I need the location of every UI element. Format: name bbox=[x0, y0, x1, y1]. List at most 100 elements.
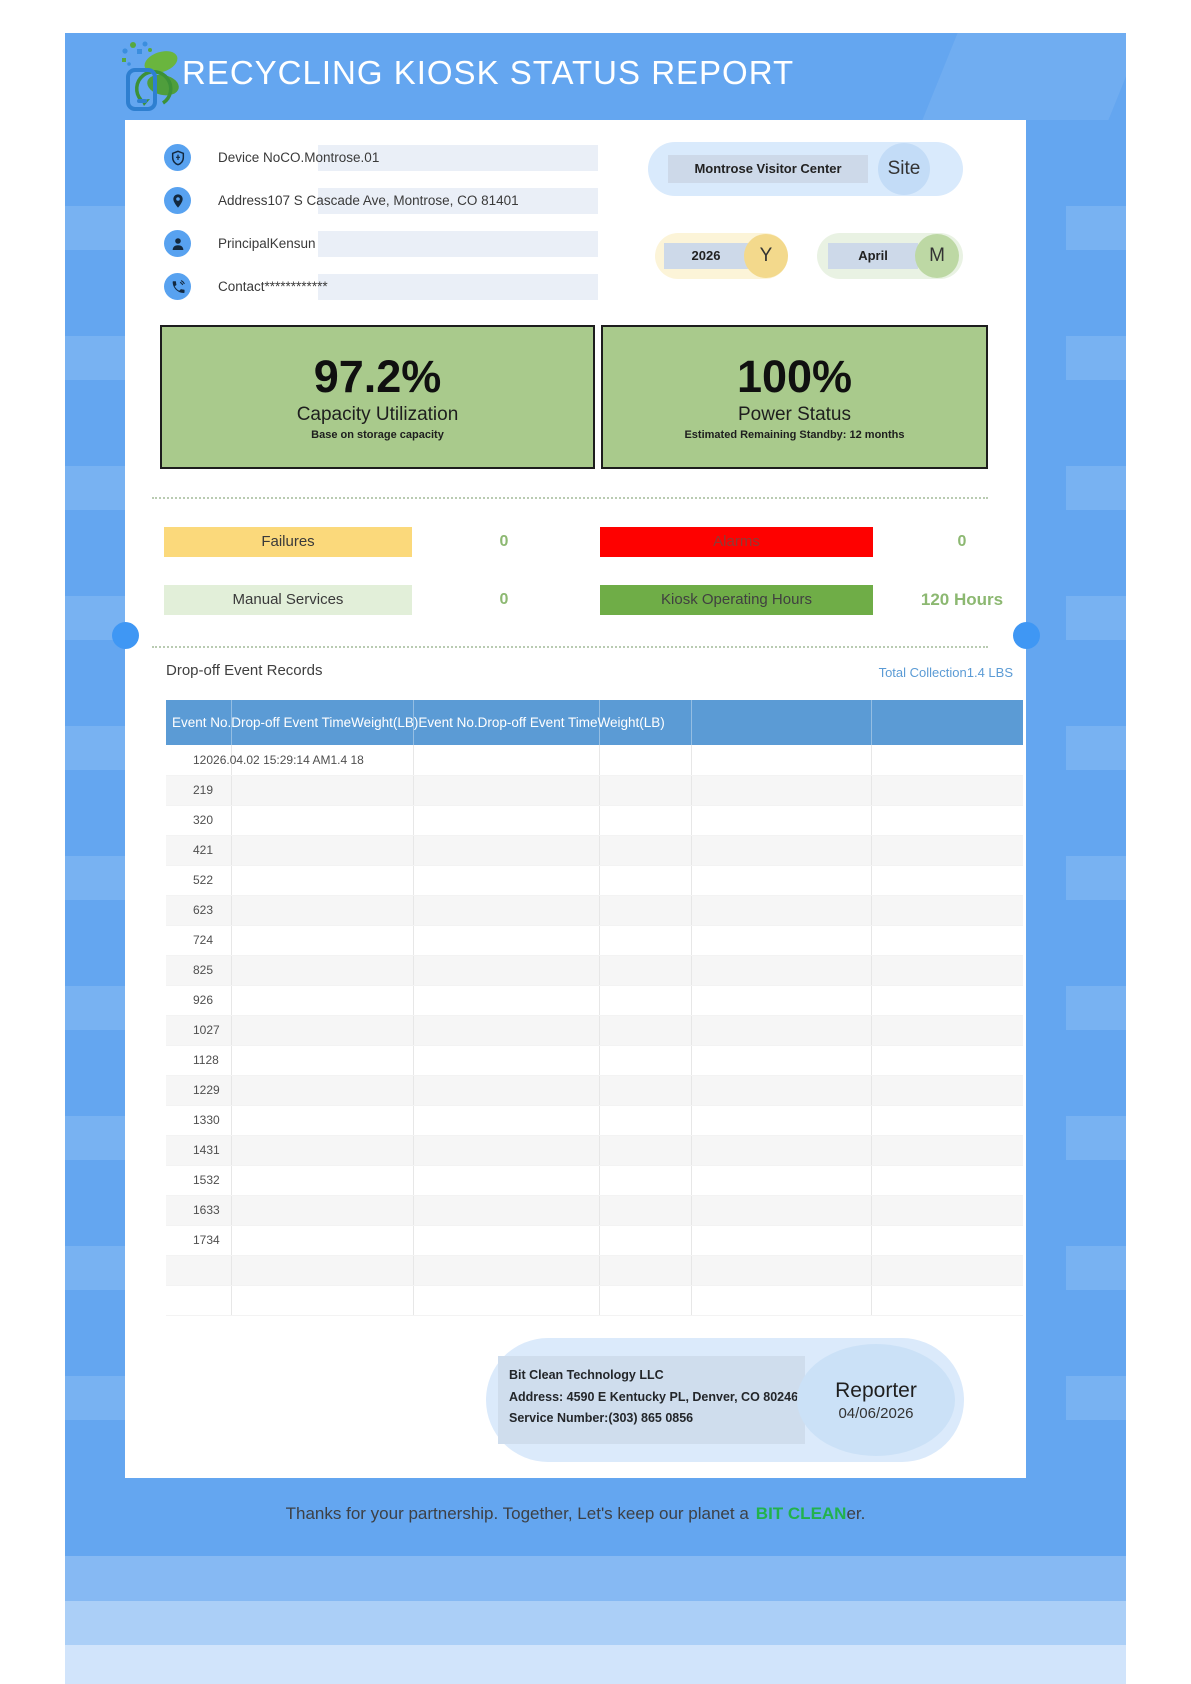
table-row bbox=[166, 1285, 1023, 1316]
table-row: 1128 bbox=[166, 1045, 1023, 1076]
col-weight-2: Weight(LB) bbox=[597, 715, 665, 730]
weight-cell bbox=[413, 1165, 600, 1196]
event-cell-text: 623 bbox=[193, 903, 214, 917]
device-no-field bbox=[318, 145, 598, 171]
power-label: Power Status bbox=[738, 404, 851, 426]
contact-text: Contact************ bbox=[218, 272, 328, 301]
event-cell-text: 926 bbox=[193, 993, 214, 1007]
device-no-label: Device No bbox=[218, 150, 281, 165]
year-value: 2026 bbox=[664, 243, 748, 269]
table-row: 623 bbox=[166, 895, 1023, 926]
event-cell-text: 219 bbox=[193, 783, 214, 797]
time-cell bbox=[231, 955, 414, 986]
time-cell bbox=[231, 1195, 414, 1226]
time-cell bbox=[231, 1075, 414, 1106]
time-cell bbox=[231, 1255, 414, 1286]
weight-cell-2 bbox=[871, 1165, 1023, 1196]
weight-cell-2 bbox=[871, 835, 1023, 866]
weight-cell bbox=[413, 1225, 600, 1256]
report-date: 04/06/2026 bbox=[838, 1404, 914, 1422]
principal-field bbox=[318, 231, 598, 257]
device-no-value: CO.Montrose.01 bbox=[280, 150, 380, 165]
weight-cell-2 bbox=[871, 1045, 1023, 1076]
contact-value: ************ bbox=[264, 279, 328, 294]
frame-decoration bbox=[922, 33, 1144, 120]
time-cell-2 bbox=[691, 805, 872, 836]
table-row: 1330 bbox=[166, 1105, 1023, 1136]
weight-cell bbox=[413, 955, 600, 986]
weight-cell-2 bbox=[871, 865, 1023, 896]
event-cell: 1431 bbox=[166, 1135, 232, 1166]
frame-decoration bbox=[65, 1601, 1126, 1645]
event-cell-2 bbox=[599, 1165, 692, 1196]
event-cell-text: 724 bbox=[193, 933, 214, 947]
operating-hours-value: 120 Hours bbox=[920, 590, 1004, 609]
time-cell-2 bbox=[691, 895, 872, 926]
month-value: April bbox=[828, 243, 918, 269]
drop-off-table: Event No.Drop-off Event TimeWeight(LB)Ev… bbox=[166, 700, 1023, 1316]
capacity-label: Capacity Utilization bbox=[296, 404, 459, 426]
weight-cell bbox=[413, 895, 600, 926]
event-cell: 1229 bbox=[166, 1075, 232, 1106]
weight-cell-2 bbox=[871, 1225, 1023, 1256]
table-row: 1027 bbox=[166, 1015, 1023, 1046]
thanks-prefix: Thanks for your partnership. Together, L… bbox=[285, 1504, 749, 1523]
principal-value: Kensun bbox=[269, 236, 316, 251]
phone-icon bbox=[164, 273, 191, 300]
principal-label: Principal bbox=[218, 236, 270, 251]
event-cell-2 bbox=[599, 1105, 692, 1136]
event-cell-text: 1734 bbox=[193, 1233, 220, 1247]
thanks-suffix: er. bbox=[846, 1504, 866, 1523]
event-cell-2 bbox=[599, 955, 692, 986]
time-cell-2 bbox=[691, 835, 872, 866]
site-name: Montrose Visitor Center bbox=[668, 155, 868, 183]
time-cell-2 bbox=[691, 775, 872, 806]
event-cell-text: 320 bbox=[193, 813, 214, 827]
time-cell-2 bbox=[691, 1195, 872, 1226]
device-no-text: Device NoCO.Montrose.01 bbox=[218, 143, 379, 172]
contact-field bbox=[318, 274, 598, 300]
company-address: Address: 4590 E Kentucky PL, Denver, CO … bbox=[509, 1389, 799, 1404]
time-cell bbox=[231, 985, 414, 1016]
address-field bbox=[318, 188, 598, 214]
table-body: 12026.04.02 15:29:14 AM1.4 18 219 320 bbox=[166, 745, 1023, 1316]
weight-cell bbox=[413, 1195, 600, 1226]
company-info-box: Bit Clean Technology LLC Address: 4590 E… bbox=[498, 1356, 805, 1444]
person-icon bbox=[164, 230, 191, 257]
event-cell-text: 825 bbox=[193, 963, 214, 977]
table-row: 12026.04.02 15:29:14 AM1.4 18 bbox=[166, 745, 1023, 776]
weight-cell-2 bbox=[871, 1015, 1023, 1046]
event-cell-text: 1128 bbox=[193, 1053, 219, 1067]
weight-cell-2 bbox=[871, 925, 1023, 956]
event-cell-2 bbox=[599, 835, 692, 866]
time-cell bbox=[231, 1285, 414, 1316]
weight-cell bbox=[413, 1285, 600, 1316]
capacity-value: 97.2% bbox=[313, 350, 442, 402]
event-cell: 1128 bbox=[166, 1045, 232, 1076]
event-cell: 1027 bbox=[166, 1015, 232, 1046]
total-collection: Total Collection1.4 LBS bbox=[858, 665, 1013, 680]
weight-cell-2 bbox=[871, 745, 1023, 776]
weight-cell bbox=[413, 1045, 600, 1076]
table-row: 1431 bbox=[166, 1135, 1023, 1166]
event-cell-2 bbox=[599, 895, 692, 926]
weight-cell bbox=[413, 1105, 600, 1136]
time-cell-2 bbox=[691, 1285, 872, 1316]
event-cell-2 bbox=[599, 1225, 692, 1256]
event-cell-2 bbox=[599, 775, 692, 806]
alarms-box: Alarms bbox=[600, 527, 873, 557]
shield-icon bbox=[164, 144, 191, 171]
weight-cell-2 bbox=[871, 1255, 1023, 1286]
address-value: 107 S Cascade Ave, Montrose, CO 81401 bbox=[267, 193, 519, 208]
time-cell-2 bbox=[691, 985, 872, 1016]
col-weight: Weight(LB) bbox=[351, 715, 419, 730]
table-header: Event No.Drop-off Event TimeWeight(LB)Ev… bbox=[166, 700, 1023, 745]
time-cell bbox=[231, 865, 414, 896]
weight-cell bbox=[413, 775, 600, 806]
site-badge: Site bbox=[878, 143, 930, 195]
manual-services-value: 0 bbox=[499, 591, 509, 608]
col-event-no-2: Event No. bbox=[418, 715, 478, 730]
weight-cell bbox=[413, 1075, 600, 1106]
time-cell-2 bbox=[691, 1225, 872, 1256]
event-cell-text: 1229 bbox=[193, 1083, 220, 1097]
